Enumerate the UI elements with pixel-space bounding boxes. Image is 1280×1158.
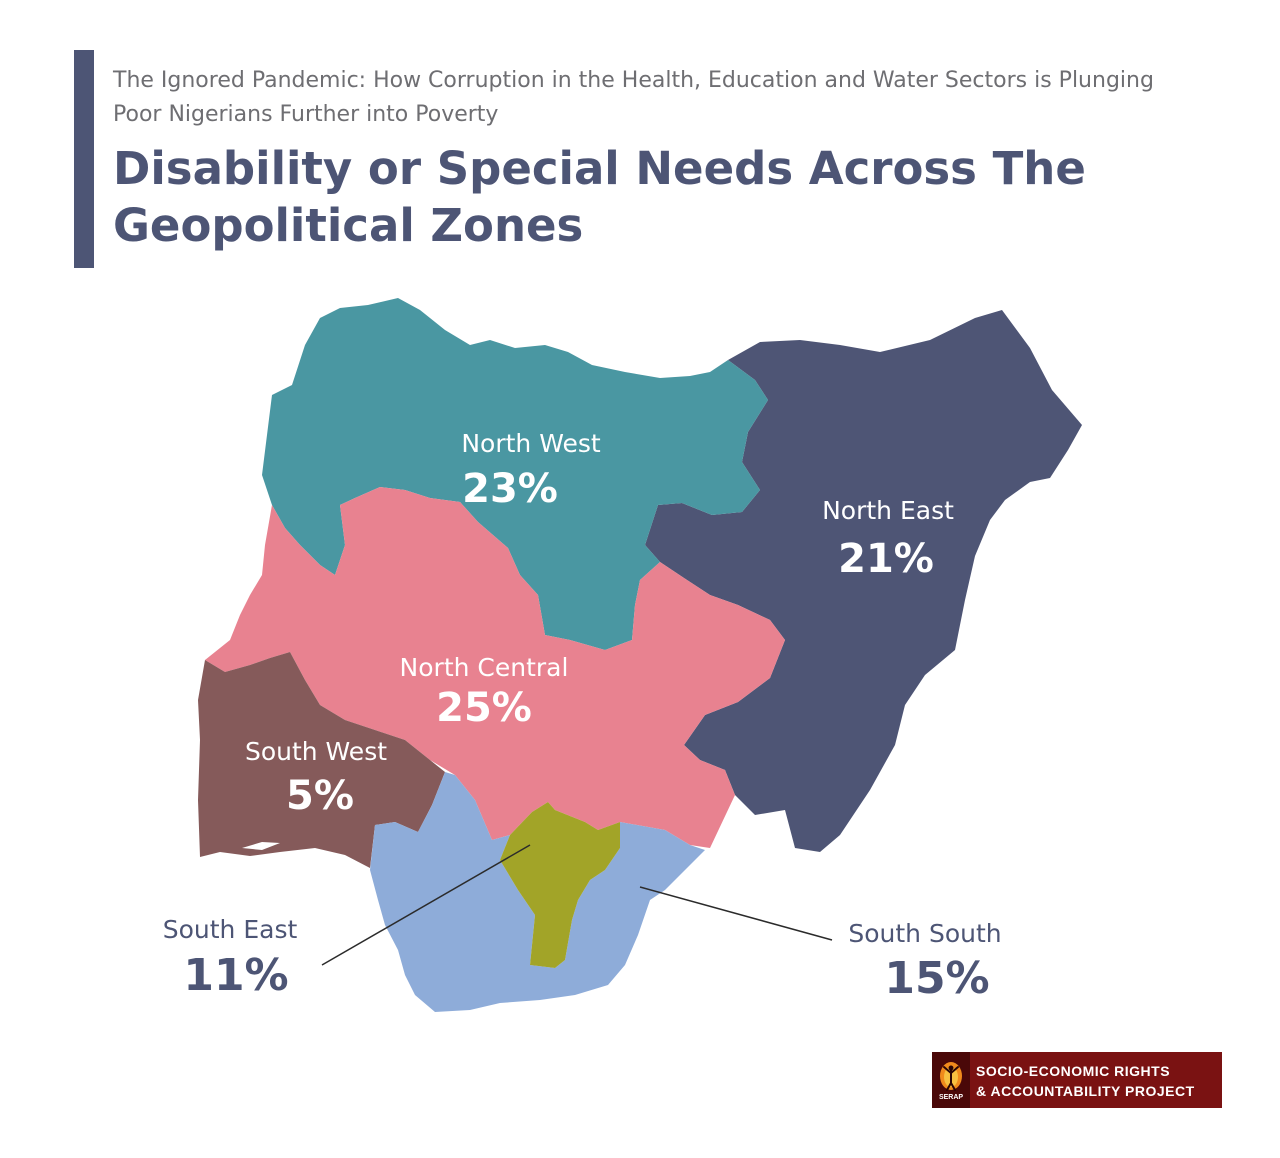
zone-value-north-west: 23%	[462, 466, 558, 512]
serap-logo-text: SOCIO-ECONOMIC RIGHTS & ACCOUNTABILITY P…	[970, 1052, 1222, 1108]
serap-emblem-label: SERAP	[938, 1094, 964, 1101]
zone-label-south-west: South West	[245, 737, 387, 766]
zone-north-east[interactable]	[645, 310, 1082, 852]
south-east-callout-line	[321, 844, 531, 966]
zone-north-central[interactable]	[205, 487, 785, 848]
torch-figure-icon	[940, 1062, 962, 1091]
report-subtitle: The Ignored Pandemic: How Corruption in …	[113, 68, 1154, 127]
page-title: Disability or Special Needs Across The G…	[113, 142, 1086, 252]
callout-value-south-south: 15%	[884, 953, 989, 1004]
zone-value-north-east: 21%	[838, 536, 934, 582]
lagoon-shape	[242, 842, 280, 850]
serap-logo: SERAP SOCIO-ECONOMIC RIGHTS & ACCOUNTABI…	[932, 1052, 1222, 1108]
header-accent-bar	[74, 50, 94, 268]
zone-label-north-east: North East	[822, 496, 954, 525]
zone-value-south-west: 5%	[286, 773, 354, 819]
serap-logo-line-2: & ACCOUNTABILITY PROJECT	[976, 1083, 1195, 1099]
zone-south-south[interactable]	[370, 772, 705, 1012]
zone-north-west[interactable]	[262, 298, 768, 650]
callout-label-south-east: South East	[163, 915, 298, 944]
zone-label-north-central: North Central	[400, 653, 569, 682]
callout-label-south-south: South South	[848, 919, 1001, 948]
zone-south-east[interactable]	[500, 802, 620, 968]
south-south-callout-line	[639, 886, 833, 941]
callout-value-south-east: 11%	[183, 950, 288, 1001]
serap-logo-line-1: SOCIO-ECONOMIC RIGHTS	[976, 1063, 1171, 1079]
zone-south-west[interactable]	[198, 652, 445, 868]
zone-value-north-central: 25%	[436, 685, 532, 731]
zone-label-north-west: North West	[461, 429, 601, 458]
serap-emblem: SERAP	[932, 1052, 970, 1108]
